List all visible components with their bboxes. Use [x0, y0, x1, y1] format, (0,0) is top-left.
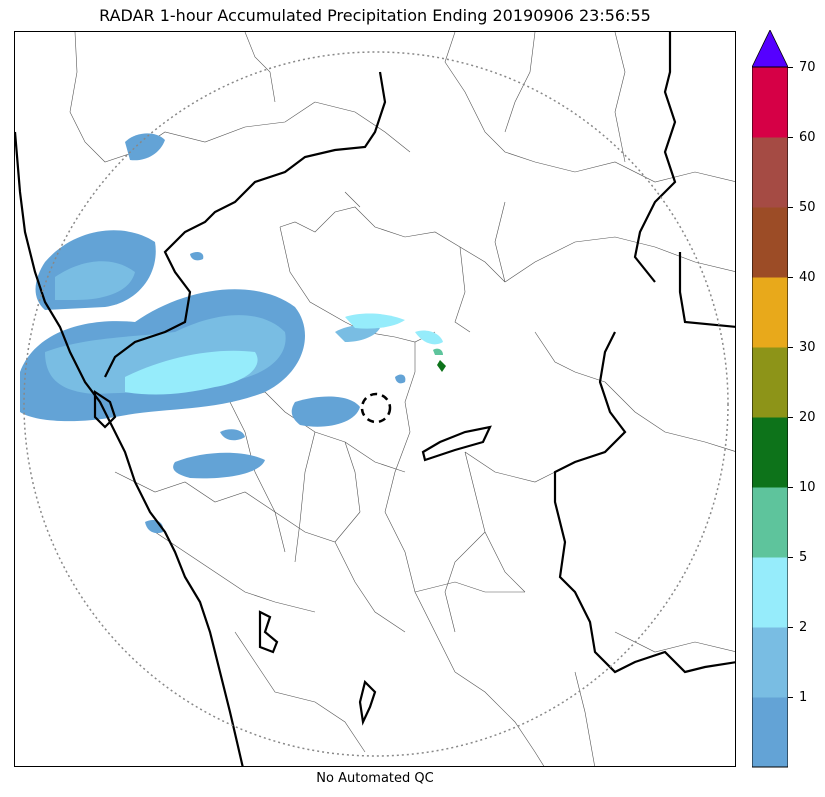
colorbar-extend-arrow [752, 30, 788, 68]
colorbar-tick-label: 2 [799, 620, 808, 635]
colorbar-band [752, 697, 788, 768]
colorbar-tick-label: 50 [799, 200, 816, 215]
map-title: RADAR 1-hour Accumulated Precipitation E… [99, 6, 651, 25]
colorbar-band [752, 277, 788, 348]
precipitation-echoes [20, 133, 446, 534]
colorbar-tick-label: 30 [799, 340, 816, 355]
colorbar-tick [788, 67, 793, 68]
colorbar-band [752, 557, 788, 628]
colorbar-tick [788, 627, 793, 628]
colorbar-tick-label: 10 [799, 480, 816, 495]
map-canvas [15, 32, 735, 766]
colorbar-tick-label: 5 [799, 550, 808, 565]
colorbar-band [752, 347, 788, 418]
radar-range-ring [23, 51, 729, 757]
colorbar-band [752, 487, 788, 558]
colorbar-tick [788, 557, 793, 558]
colorbar-tick-label: 20 [799, 410, 816, 425]
colorbar-band [752, 137, 788, 208]
colorbar-tick-label: 1 [799, 690, 808, 705]
colorbar-tick-label: 70 [799, 60, 816, 75]
colorbar-tick [788, 207, 793, 208]
qc-note: No Automated QC [316, 771, 434, 786]
state-borders [15, 32, 735, 766]
radar-site-marker [360, 392, 392, 424]
colorbar-tick [788, 347, 793, 348]
colorbar-outline [752, 66, 788, 768]
colorbar-tick-label: 60 [799, 130, 816, 145]
precipitation-colorbar [752, 30, 788, 768]
colorbar-tick [788, 277, 793, 278]
colorbar-tick [788, 697, 793, 698]
colorbar-tick [788, 487, 793, 488]
colorbar-tick [788, 417, 793, 418]
colorbar-tick [788, 137, 793, 138]
colorbar-tick-label: 40 [799, 270, 816, 285]
colorbar-band [752, 67, 788, 138]
radar-map [14, 31, 736, 767]
colorbar-band [752, 207, 788, 278]
colorbar-band [752, 417, 788, 488]
colorbar-band [752, 627, 788, 698]
